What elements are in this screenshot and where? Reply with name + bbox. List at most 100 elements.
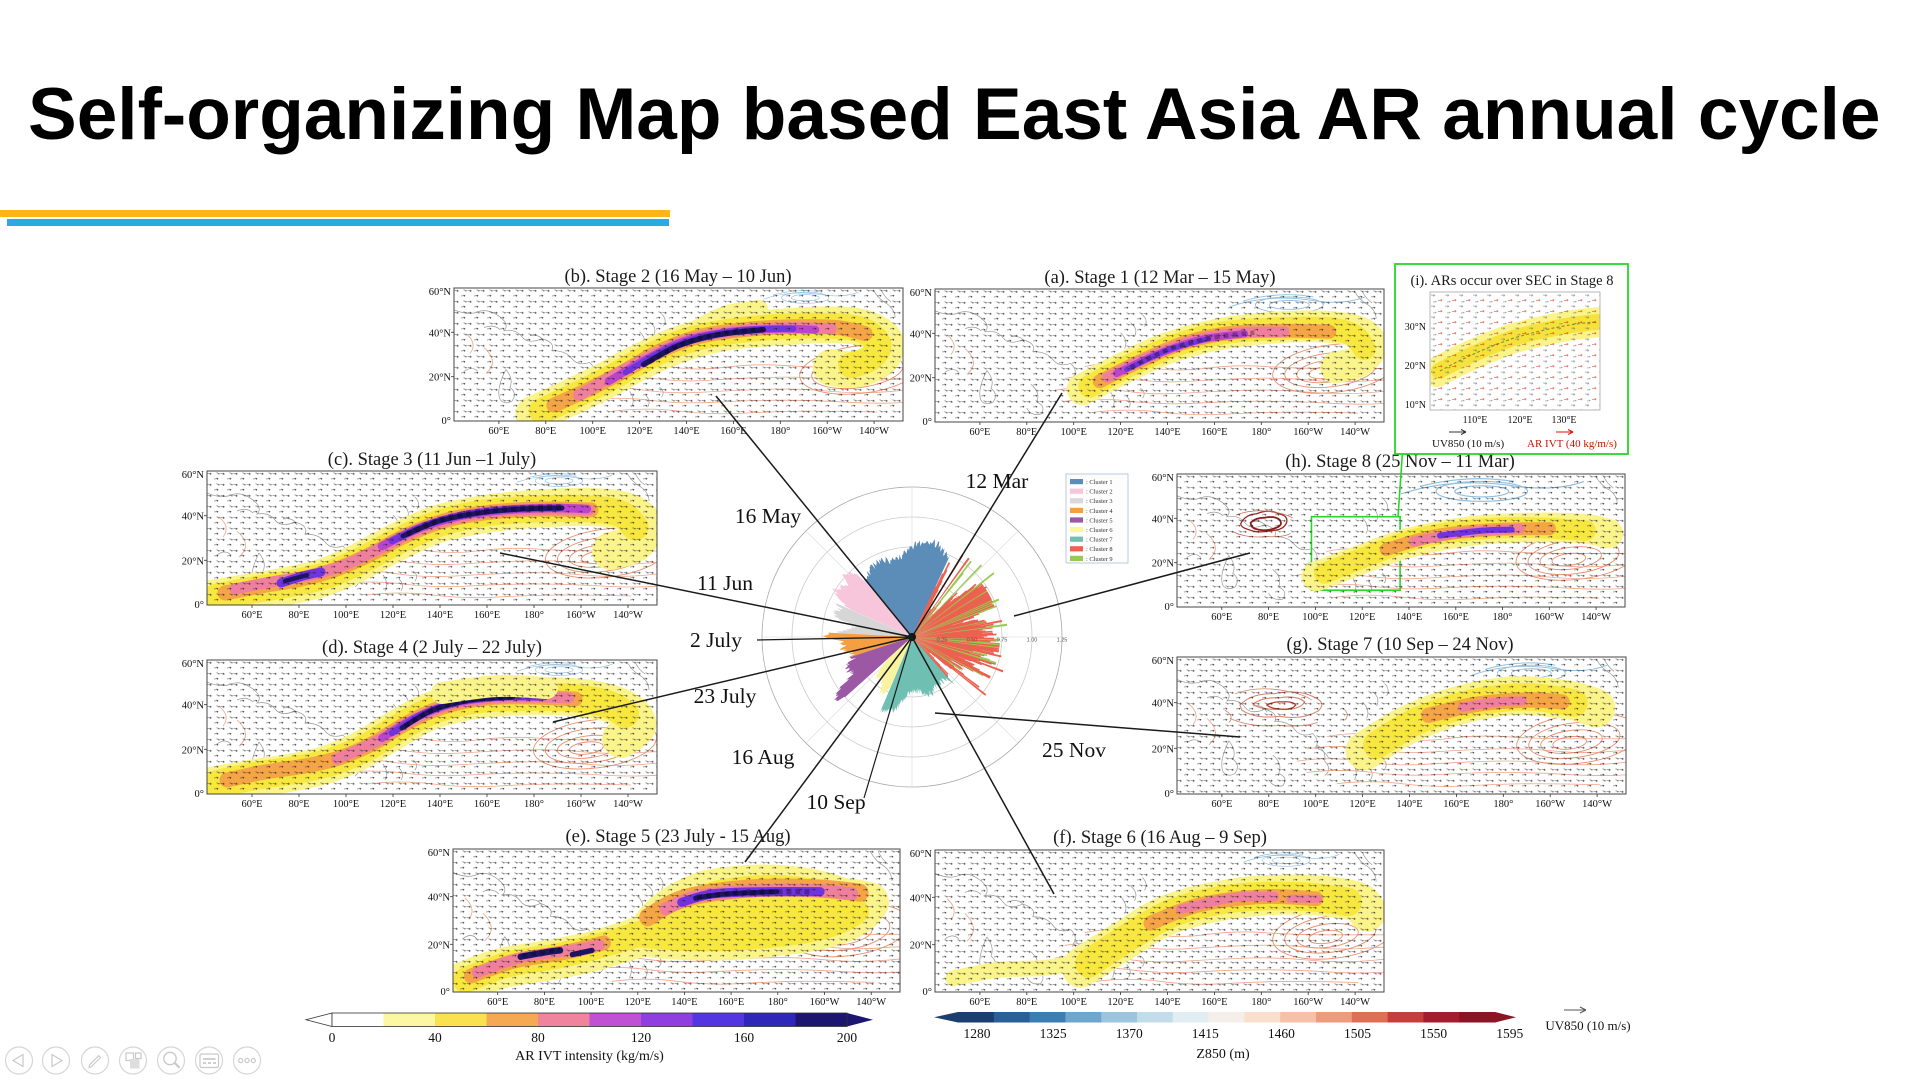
svg-text:140°E: 140°E <box>671 997 697 1008</box>
svg-text:: Cluster 6: : Cluster 6 <box>1086 527 1113 534</box>
svg-text:80°E: 80°E <box>288 799 309 810</box>
svg-text:120°E: 120°E <box>380 799 406 810</box>
svg-text:80°E: 80°E <box>1258 799 1279 810</box>
svg-text:100°E: 100°E <box>1302 612 1328 623</box>
svg-text:25 Nov: 25 Nov <box>1042 738 1106 762</box>
svg-text:140°E: 140°E <box>1154 427 1180 438</box>
svg-text:1.25: 1.25 <box>1057 638 1068 644</box>
svg-text:160°E: 160°E <box>718 997 744 1008</box>
svg-text:(f). Stage 6 (16 Aug – 9 Sep): (f). Stage 6 (16 Aug – 9 Sep) <box>1053 828 1267 848</box>
svg-text:140°E: 140°E <box>673 426 699 437</box>
svg-text:: Cluster 1: : Cluster 1 <box>1086 479 1113 486</box>
svg-text:(g). Stage 7 (10 Sep – 24 Nov): (g). Stage 7 (10 Sep – 24 Nov) <box>1286 635 1513 655</box>
svg-text:60°E: 60°E <box>241 799 262 810</box>
svg-text:40°N: 40°N <box>1152 699 1175 710</box>
svg-text:AR IVT (40 kg/m/s): AR IVT (40 kg/m/s) <box>1527 438 1617 450</box>
svg-text:100°E: 100°E <box>333 799 359 810</box>
svg-text:60°E: 60°E <box>1211 612 1232 623</box>
svg-text:60°E: 60°E <box>969 427 990 438</box>
svg-text:(e). Stage 5 (23 July - 15 Aug: (e). Stage 5 (23 July - 15 Aug) <box>565 827 790 847</box>
svg-text:20°N: 20°N <box>1405 361 1426 372</box>
svg-text:60°N: 60°N <box>182 470 205 481</box>
svg-text:120: 120 <box>631 1030 652 1045</box>
svg-text:140°E: 140°E <box>427 799 453 810</box>
svg-text:160°E: 160°E <box>1201 997 1227 1008</box>
svg-text:80°E: 80°E <box>535 426 556 437</box>
svg-text:100°E: 100°E <box>1061 427 1087 438</box>
svg-text:20°N: 20°N <box>910 941 933 952</box>
svg-text:60°E: 60°E <box>1211 799 1232 810</box>
svg-text:10 Sep: 10 Sep <box>806 790 865 814</box>
svg-text:(h). Stage 8 (25 Nov – 11 Mar): (h). Stage 8 (25 Nov – 11 Mar) <box>1285 452 1515 472</box>
svg-text:160°E: 160°E <box>1443 612 1469 623</box>
svg-text:80°E: 80°E <box>1016 427 1037 438</box>
svg-text:40: 40 <box>428 1030 442 1045</box>
svg-text:12 Mar: 12 Mar <box>966 469 1029 493</box>
svg-text:40°N: 40°N <box>182 512 205 523</box>
svg-text:60°N: 60°N <box>910 288 933 299</box>
svg-text:140°W: 140°W <box>1340 427 1370 438</box>
svg-text:160: 160 <box>734 1030 755 1045</box>
svg-text:20°N: 20°N <box>428 940 451 951</box>
svg-text:80°E: 80°E <box>534 997 555 1008</box>
svg-text:180°: 180° <box>1251 997 1271 1008</box>
svg-text:160°W: 160°W <box>812 426 842 437</box>
svg-text:60°E: 60°E <box>488 426 509 437</box>
svg-text:160°E: 160°E <box>1443 799 1469 810</box>
svg-text:160°W: 160°W <box>566 610 596 621</box>
svg-text:0.50: 0.50 <box>967 638 978 644</box>
svg-text:180°: 180° <box>768 997 788 1008</box>
svg-text:80°E: 80°E <box>1258 612 1279 623</box>
svg-text:80°E: 80°E <box>1016 997 1037 1008</box>
svg-text:180°: 180° <box>770 426 790 437</box>
svg-text:1.00: 1.00 <box>1027 638 1038 644</box>
svg-text:2 July: 2 July <box>690 628 742 652</box>
svg-text:140°E: 140°E <box>1396 612 1422 623</box>
svg-text:160°E: 160°E <box>474 799 500 810</box>
svg-text:100°E: 100°E <box>580 426 606 437</box>
svg-text:100°E: 100°E <box>333 610 359 621</box>
svg-text:23 July: 23 July <box>694 684 757 708</box>
svg-text:100°E: 100°E <box>578 997 604 1008</box>
svg-text:60°E: 60°E <box>241 610 262 621</box>
svg-text:130°E: 130°E <box>1551 415 1576 426</box>
svg-text:: Cluster 3: : Cluster 3 <box>1086 498 1113 505</box>
svg-text:120°E: 120°E <box>1107 997 1133 1008</box>
svg-text:1415: 1415 <box>1192 1026 1219 1041</box>
svg-text:140°E: 140°E <box>1154 997 1180 1008</box>
svg-text:20°N: 20°N <box>1152 559 1175 570</box>
svg-text:160°W: 160°W <box>1293 997 1323 1008</box>
svg-text:160°E: 160°E <box>474 610 500 621</box>
svg-text:180°: 180° <box>1251 427 1271 438</box>
svg-text:40°N: 40°N <box>910 893 933 904</box>
svg-text:1505: 1505 <box>1344 1026 1371 1041</box>
svg-text:(a). Stage 1 (12 Mar – 15 May): (a). Stage 1 (12 Mar – 15 May) <box>1044 268 1275 288</box>
svg-text:140°W: 140°W <box>856 997 886 1008</box>
svg-text:0: 0 <box>329 1030 336 1045</box>
svg-text:120°E: 120°E <box>1507 415 1532 426</box>
svg-text:: Cluster 8: : Cluster 8 <box>1086 546 1113 553</box>
svg-text:(c). Stage 3 (11 Jun –1 July): (c). Stage 3 (11 Jun –1 July) <box>328 450 536 470</box>
svg-text:160°W: 160°W <box>566 799 596 810</box>
svg-text:10°N: 10°N <box>1405 400 1426 411</box>
svg-text:(d). Stage 4 (2 July – 22 July: (d). Stage 4 (2 July – 22 July) <box>322 638 542 658</box>
svg-text:80: 80 <box>531 1030 545 1045</box>
svg-text:UV850 (10 m/s): UV850 (10 m/s) <box>1432 438 1504 450</box>
svg-text:0°: 0° <box>1165 789 1174 800</box>
svg-text:60°N: 60°N <box>429 287 452 298</box>
svg-text:30°N: 30°N <box>1405 322 1426 333</box>
svg-text:0°: 0° <box>195 789 204 800</box>
svg-text:160°E: 160°E <box>720 426 746 437</box>
svg-text:60°N: 60°N <box>182 659 205 670</box>
svg-text:0°: 0° <box>442 416 451 427</box>
svg-text:180°: 180° <box>1493 612 1513 623</box>
svg-text:140°W: 140°W <box>1582 799 1612 810</box>
svg-text:60°N: 60°N <box>1152 473 1175 484</box>
svg-text:0°: 0° <box>1165 602 1174 613</box>
svg-text:110°E: 110°E <box>1463 415 1488 426</box>
svg-text:40°N: 40°N <box>429 328 452 339</box>
svg-text:60°E: 60°E <box>969 997 990 1008</box>
svg-text:16 May: 16 May <box>735 504 802 528</box>
svg-text:120°E: 120°E <box>1349 799 1375 810</box>
svg-text:: Cluster 5: : Cluster 5 <box>1086 517 1113 524</box>
